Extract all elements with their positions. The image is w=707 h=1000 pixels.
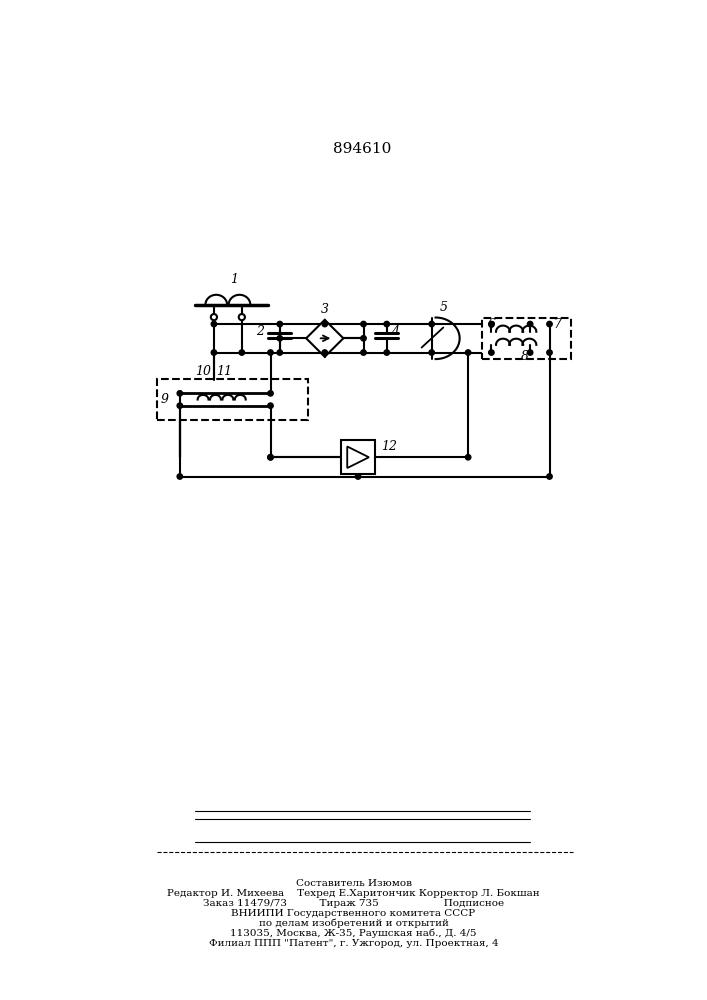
Circle shape bbox=[268, 455, 273, 460]
Text: Филиал ППП "Патент", г. Ужгород, ул. Проектная, 4: Филиал ППП "Патент", г. Ужгород, ул. Про… bbox=[209, 938, 498, 948]
Text: 12: 12 bbox=[381, 440, 397, 453]
Circle shape bbox=[356, 474, 361, 479]
Circle shape bbox=[547, 350, 552, 355]
Text: 9: 9 bbox=[160, 393, 168, 406]
Circle shape bbox=[465, 455, 471, 460]
Circle shape bbox=[384, 321, 390, 327]
Text: 6: 6 bbox=[487, 318, 496, 331]
Text: по делам изобретений и открытий: по делам изобретений и открытий bbox=[259, 918, 448, 928]
Circle shape bbox=[239, 314, 245, 320]
Text: Заказ 11479/73          Тираж 735                    Подписное: Заказ 11479/73 Тираж 735 Подписное bbox=[203, 898, 504, 908]
Circle shape bbox=[211, 321, 216, 327]
Circle shape bbox=[268, 350, 273, 355]
Circle shape bbox=[547, 321, 552, 327]
Text: 894610: 894610 bbox=[333, 142, 391, 156]
Circle shape bbox=[177, 403, 182, 408]
Circle shape bbox=[268, 403, 273, 408]
Circle shape bbox=[361, 321, 366, 327]
Circle shape bbox=[268, 455, 273, 460]
Text: 3: 3 bbox=[321, 303, 329, 316]
Text: 8: 8 bbox=[520, 350, 529, 363]
Bar bbox=[482, 318, 571, 359]
Circle shape bbox=[384, 350, 390, 355]
Text: 5: 5 bbox=[439, 301, 448, 314]
Circle shape bbox=[527, 350, 533, 355]
Bar bbox=[341, 440, 375, 474]
Circle shape bbox=[361, 350, 366, 355]
Text: 11: 11 bbox=[216, 365, 232, 378]
Circle shape bbox=[177, 391, 182, 396]
Text: 1: 1 bbox=[230, 273, 238, 286]
Circle shape bbox=[239, 350, 245, 355]
Text: Редактор И. Михеева    Техред Е.Харитончик Корректор Л. Бокшан: Редактор И. Михеева Техред Е.Харитончик … bbox=[167, 888, 540, 898]
Circle shape bbox=[527, 321, 533, 327]
Circle shape bbox=[547, 474, 552, 479]
Circle shape bbox=[489, 321, 494, 327]
Text: 7: 7 bbox=[554, 318, 561, 331]
Text: 10: 10 bbox=[195, 365, 211, 378]
Circle shape bbox=[429, 321, 434, 327]
Bar bbox=[156, 379, 308, 420]
Circle shape bbox=[322, 321, 327, 327]
Polygon shape bbox=[306, 320, 344, 357]
Circle shape bbox=[361, 336, 366, 341]
Circle shape bbox=[268, 391, 273, 396]
Circle shape bbox=[277, 350, 283, 355]
Circle shape bbox=[177, 474, 182, 479]
Circle shape bbox=[465, 350, 471, 355]
Circle shape bbox=[322, 350, 327, 355]
Circle shape bbox=[489, 350, 494, 355]
Circle shape bbox=[211, 314, 217, 320]
Circle shape bbox=[277, 321, 283, 327]
Text: ВНИИПИ Государственного комитета СССР: ВНИИПИ Государственного комитета СССР bbox=[231, 908, 476, 918]
Circle shape bbox=[277, 336, 283, 341]
Text: 4: 4 bbox=[391, 325, 399, 338]
Text: Составитель Изюмов: Составитель Изюмов bbox=[296, 879, 411, 888]
Text: 113035, Москва, Ж-35, Раушская наб., Д. 4/5: 113035, Москва, Ж-35, Раушская наб., Д. … bbox=[230, 928, 477, 938]
Circle shape bbox=[429, 350, 434, 355]
Circle shape bbox=[211, 350, 216, 355]
Text: 2: 2 bbox=[257, 325, 264, 338]
